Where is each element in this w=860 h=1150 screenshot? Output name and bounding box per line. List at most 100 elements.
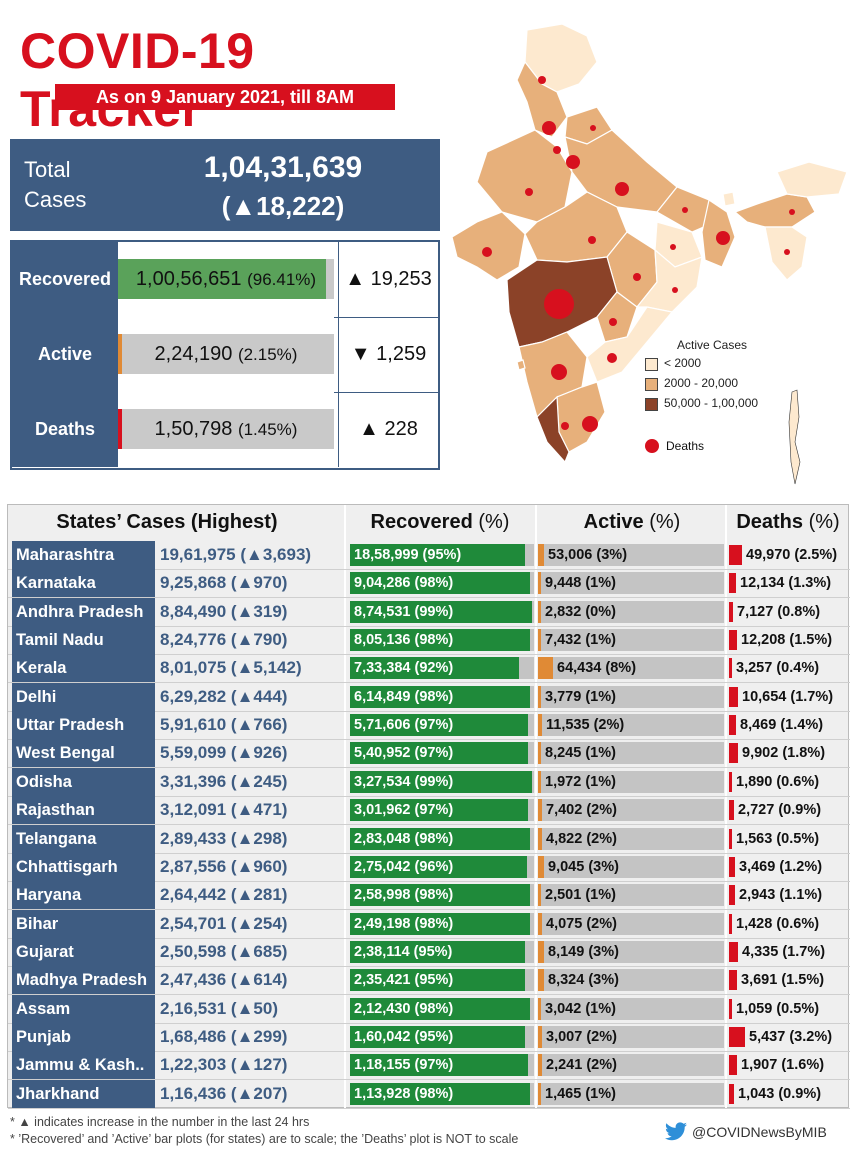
- state-cases-value: 9,25,868: [160, 573, 227, 592]
- date-banner: As on 9 January 2021, till 8AM: [55, 84, 395, 110]
- deaths-pct: 1.3: [793, 575, 814, 591]
- death-dot-chhattisgarh: [633, 273, 641, 281]
- state-cases-delta-value: 926: [253, 743, 282, 762]
- recovered-bar-track: [350, 714, 534, 736]
- summary-value: 1,50,798: [154, 418, 233, 440]
- summary-bar-text: 2,24,190 (2.15%): [118, 334, 334, 374]
- state-cases-delta: (▲471): [230, 800, 288, 819]
- state-name: Kerala: [12, 654, 155, 682]
- deaths-pct: 0.8: [782, 604, 803, 620]
- state-cases-value: 2,89,433: [160, 829, 227, 848]
- deaths-label: 1,059 (0.5%): [736, 1001, 820, 1017]
- legend-swatch-low: [645, 358, 658, 371]
- recovered-label: 3,01,962 (97%): [354, 802, 454, 818]
- total-cases-value: 1,04,31,639: [203, 151, 363, 184]
- summary-label: Deaths: [12, 392, 118, 467]
- active-bar-track: [538, 1083, 724, 1105]
- active-value: 3,779: [545, 689, 582, 705]
- state-cases-delta: (▲299): [230, 1027, 288, 1046]
- deaths-pct: 0.5: [781, 1001, 802, 1017]
- active-bar-track: [538, 572, 724, 594]
- deaths-label: 12,134 (1.3%): [740, 575, 832, 591]
- active-pct: 2: [591, 831, 600, 847]
- active-pct: 3: [601, 547, 610, 563]
- column-divider: [535, 505, 537, 1109]
- footnote-1: * ▲ indicates increase in the number in …: [10, 1115, 310, 1129]
- state-cases-delta-value: 614: [253, 970, 282, 989]
- header-recovered: Recovered (%): [346, 511, 534, 537]
- state-cases-delta-value: 281: [253, 885, 282, 904]
- recovered-pct: 97: [419, 802, 436, 818]
- active-bar: [538, 913, 542, 935]
- state-cases-delta-value: 5,142: [253, 658, 296, 677]
- recovered-bar: [350, 601, 532, 623]
- recovered-bar-track: [350, 657, 534, 679]
- active-label: 3,007 (2%): [546, 1029, 617, 1045]
- active-value: 64,434: [557, 660, 602, 676]
- recovered-bar-track: [350, 969, 534, 991]
- table-row: Maharashtra 19,61,975 (▲3,693) 18,58,999 (…: [8, 541, 850, 569]
- active-value: 4,075: [546, 916, 583, 932]
- active-bar-track: [538, 686, 724, 708]
- active-bar: [538, 998, 541, 1020]
- active-value: 8,324: [548, 972, 585, 988]
- active-label: 2,832 (0%): [545, 604, 616, 620]
- death-dot-maharashtra: [544, 289, 574, 319]
- deaths-bar: [729, 772, 732, 792]
- recovered-bar: [350, 544, 525, 566]
- recovered-bar-track: [350, 884, 534, 906]
- deaths-value: 3,469: [739, 859, 776, 875]
- active-pct: 1: [590, 745, 599, 761]
- row-divider: [8, 1051, 850, 1052]
- deaths-pct: 0.4: [781, 660, 802, 676]
- active-label: 11,535 (2%): [546, 717, 625, 733]
- active-pct: 1: [590, 1086, 599, 1102]
- state-name: Telangana: [12, 825, 155, 853]
- deaths-bar: [729, 800, 734, 820]
- map-region-assam: [733, 193, 816, 228]
- recovered-value: 2,38,114: [354, 944, 410, 960]
- active-label: 64,434 (8%): [557, 660, 637, 676]
- state-cases-value: 2,47,436: [160, 970, 227, 989]
- active-pct: 1: [590, 575, 599, 591]
- deaths-label: 1,890 (0.6%): [736, 774, 820, 790]
- active-bar-track: [538, 544, 724, 566]
- deaths-pct: 1.8: [787, 745, 808, 761]
- recovered-bar-track: [350, 828, 534, 850]
- deaths-bar: [729, 715, 736, 735]
- deaths-label: 12,208 (1.5%): [741, 632, 833, 648]
- active-value: 7,402: [546, 802, 583, 818]
- death-dot-haryana: [553, 146, 561, 154]
- table-row: Bihar 2,54,701 (▲254) 2,49,198 (98%) 4,075 …: [8, 910, 850, 938]
- table-row: West Bengal 5,59,099 (▲926) 5,40,952 (97%)…: [8, 739, 850, 767]
- total-label-line1: Total: [24, 157, 71, 182]
- state-cases: 2,47,436 (▲614): [157, 966, 342, 994]
- row-divider: [8, 1108, 850, 1109]
- active-bar-track: [538, 657, 724, 679]
- state-cases-value: 8,84,490: [160, 602, 227, 621]
- deaths-label: 8,469 (1.4%): [740, 717, 824, 733]
- total-cases-delta: (▲18,222): [221, 191, 345, 221]
- table-row: Chhattisgarh 2,87,556 (▲960) 2,75,042 (96%…: [8, 853, 850, 881]
- state-cases-value: 1,16,436: [160, 1084, 227, 1103]
- recovered-bar-track: [350, 629, 534, 651]
- row-divider: [8, 739, 850, 740]
- state-name: Haryana: [12, 881, 155, 909]
- row-divider: [8, 1023, 850, 1024]
- deaths-bar: [729, 743, 738, 763]
- column-divider: [725, 505, 727, 1109]
- active-bar-track: [538, 742, 724, 764]
- twitter-handle: @COVIDNewsByMIB: [692, 1124, 827, 1140]
- deaths-label: 1,563 (0.5%): [736, 831, 820, 847]
- active-value: 1,465: [545, 1086, 582, 1102]
- recovered-bar: [350, 941, 525, 963]
- state-cases-value: 5,91,610: [160, 715, 227, 734]
- state-cases: 1,68,486 (▲299): [157, 1023, 342, 1051]
- deaths-bar: [729, 829, 732, 849]
- recovered-pct: 98: [419, 1086, 436, 1102]
- state-cases-delta: (▲207): [230, 1084, 288, 1103]
- summary-bar-text: 1,00,56,651 (96.41%): [118, 259, 334, 299]
- deaths-pct: 1.5: [786, 972, 807, 988]
- recovered-bar: [350, 828, 530, 850]
- row-divider: [8, 682, 850, 683]
